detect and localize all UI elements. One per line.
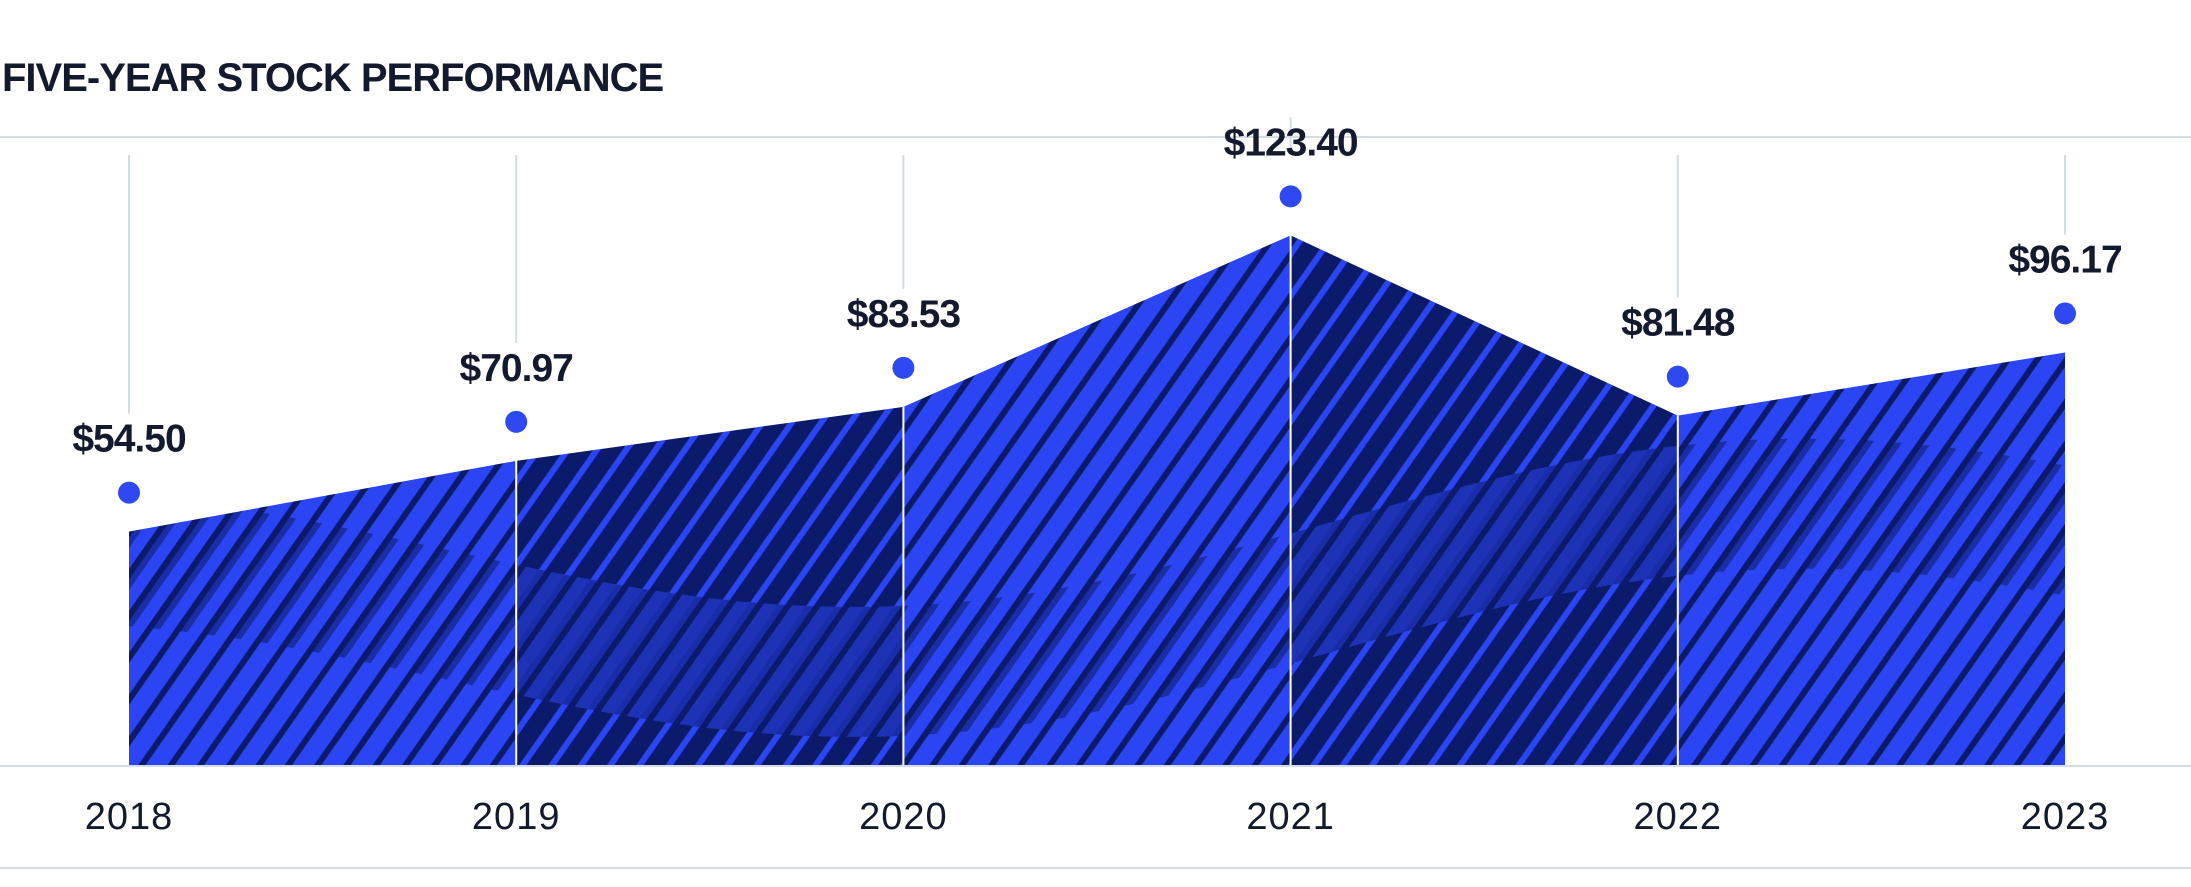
data-point-2021 — [1279, 185, 1302, 208]
year-label-2023: 2023 — [2021, 796, 2110, 838]
data-point-2023 — [2054, 302, 2076, 325]
value-labels: $54.50 $70.97 $83.53 $123.40 $81.48 $96.17 — [72, 121, 2122, 461]
year-label-2018: 2018 — [85, 796, 174, 838]
year-labels: 2018 2019 2020 2021 2022 2023 — [85, 796, 2110, 838]
value-label-2022: $81.48 — [1621, 302, 1735, 345]
vertical-gridlines — [128, 117, 2066, 414]
segment-separators — [515, 235, 1679, 766]
year-label-2020: 2020 — [859, 796, 948, 838]
value-label-2023: $96.17 — [2008, 238, 2121, 281]
data-point-2022 — [1666, 365, 1689, 388]
data-point-2020 — [892, 356, 915, 379]
wave-band — [129, 438, 2065, 737]
year-label-2022: 2022 — [1634, 796, 1723, 838]
value-label-2021: $123.40 — [1224, 121, 1358, 164]
chart-title: FIVE-YEAR STOCK PERFORMANCE — [2, 56, 664, 100]
value-label-2019: $70.97 — [460, 347, 573, 390]
wave-band-shape — [129, 438, 2065, 737]
data-point-2019 — [505, 410, 528, 433]
year-label-2019: 2019 — [472, 796, 561, 838]
year-label-2021: 2021 — [1246, 796, 1335, 838]
value-label-2020: $83.53 — [847, 293, 961, 336]
value-label-2018: $54.50 — [72, 418, 186, 461]
data-points — [118, 185, 2076, 504]
data-point-2018 — [118, 481, 140, 504]
